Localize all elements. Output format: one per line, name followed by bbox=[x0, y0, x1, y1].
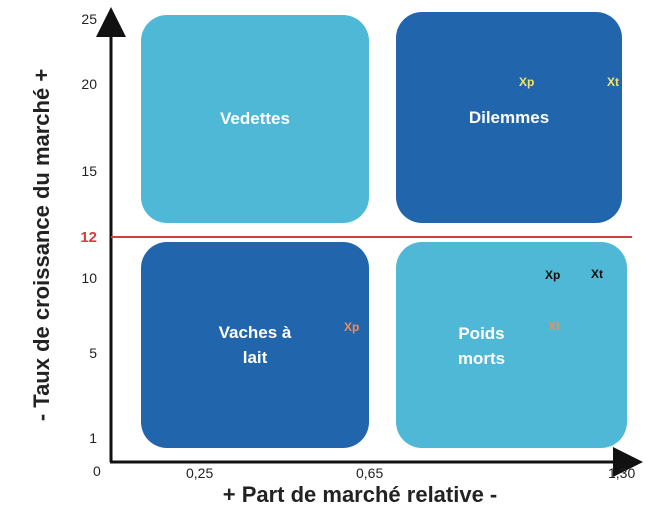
quadrant-vaches-a-lait: Vaches à lait bbox=[141, 242, 369, 448]
origin-label: 0 bbox=[93, 463, 101, 479]
quadrant-dilemmes-label: Dilemmes bbox=[468, 107, 550, 127]
y-tick-15: 15 bbox=[81, 163, 97, 179]
x-tick-025: 0,25 bbox=[186, 465, 214, 481]
y-axis-label: - Taux de croissance du marché + bbox=[29, 68, 54, 422]
quadrant-vedettes-label: Vedettes bbox=[220, 109, 290, 129]
marker-poids-xt-orange: Xt bbox=[548, 319, 560, 333]
y-tick-25: 25 bbox=[81, 11, 97, 27]
quadrant-dilemmes: Dilemmes bbox=[396, 12, 622, 223]
quadrant-vedettes: Vedettes bbox=[141, 15, 369, 223]
y-tick-10: 10 bbox=[81, 270, 97, 286]
quadrant-poids-label: Poids morts bbox=[457, 323, 506, 369]
y-tick-5: 5 bbox=[89, 345, 97, 361]
y-tick-12: 12 bbox=[80, 229, 97, 246]
x-axis-label: + Part de marché relative - bbox=[222, 482, 498, 507]
marker-dilemmes-xp: Xp bbox=[519, 75, 535, 89]
marker-poids-xp: Xp bbox=[545, 268, 561, 282]
marker-dilemmes-xt: Xt bbox=[607, 75, 619, 89]
y-tick-20: 20 bbox=[81, 76, 97, 92]
x-tick-130: 1,30 bbox=[608, 465, 636, 481]
quadrant-vaches-label: Vaches à lait bbox=[218, 322, 292, 368]
quadrant-poids-morts: Poids morts bbox=[396, 242, 627, 448]
y-tick-1: 1 bbox=[89, 430, 97, 446]
x-tick-065: 0,65 bbox=[356, 465, 384, 481]
marker-poids-xt: Xt bbox=[591, 267, 603, 281]
marker-vaches-xp: Xp bbox=[344, 320, 360, 334]
